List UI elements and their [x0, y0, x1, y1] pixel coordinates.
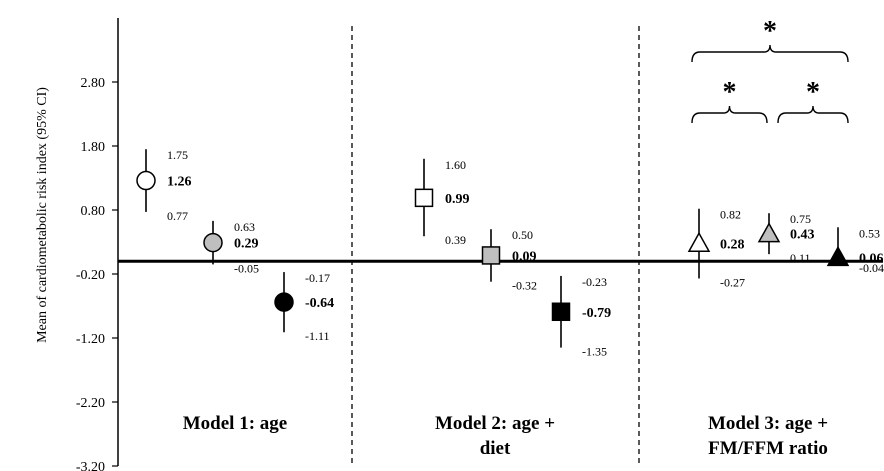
data-point: 0.53 0.06-0.04: [826, 226, 884, 275]
square-marker: [551, 302, 571, 322]
lower-ci-label: -1.35: [582, 345, 607, 359]
significance-bracket: *: [777, 77, 849, 124]
upper-ci-label: 0.75: [790, 212, 811, 226]
data-point: 0.75 0.43 0.11: [757, 212, 815, 265]
y-axis-label: Mean of cardiometabolic risk index (95% …: [35, 87, 50, 343]
data-point: -0.23 -0.79 -1.35: [551, 275, 611, 359]
upper-ci-label: 0.50: [512, 228, 533, 242]
mean-label: 0.09: [512, 249, 537, 264]
mean-label: 0.29: [234, 237, 259, 252]
y-tick-label: 1.80: [81, 140, 106, 155]
upper-ci-label: 0.82: [720, 208, 741, 222]
lower-ci-label: -0.27: [720, 275, 745, 289]
significance-brackets: * * *: [691, 16, 849, 124]
lower-ci-label: 0.39: [445, 233, 466, 247]
significance-bracket: *: [691, 77, 768, 124]
model-labels: Model 1: age Model 2: age + diet Model 3: a…: [183, 413, 828, 459]
mean-label: -0.64: [305, 296, 334, 311]
data-points: 1.75 1.26 0.77 0.63 0.29 -0.05 -0.17 -0.64 -1.11…: [136, 148, 884, 359]
lower-ci-label: 0.11: [790, 251, 811, 265]
triangle-marker: [757, 222, 781, 243]
lower-ci-label: 0.77: [167, 209, 188, 223]
upper-ci-label: -0.17: [305, 271, 330, 285]
significance-bracket: *: [691, 16, 849, 63]
triangle-marker: [826, 245, 850, 267]
y-tick-label: 2.80: [81, 76, 106, 91]
circle-marker: [203, 232, 223, 253]
circle-marker: [274, 292, 294, 312]
mean-label: -0.79: [582, 306, 611, 321]
triangle-marker: [687, 231, 711, 253]
model-dividers: [351, 26, 640, 466]
significance-star: *: [763, 16, 777, 47]
y-axis: 2.80 1.80 0.80 -0.20 -1.20 -2.20 -3.20: [76, 18, 119, 471]
data-point: -0.17 -0.64 -1.11: [274, 271, 334, 343]
mean-label: 1.26: [167, 175, 192, 190]
upper-ci-label: 0.63: [234, 220, 255, 234]
upper-ci-label: 1.60: [445, 158, 466, 172]
mean-label: 0.43: [790, 228, 815, 243]
mean-label: 0.06: [859, 251, 884, 266]
y-tick-label: -3.20: [76, 460, 105, 471]
lower-ci-label: -0.05: [234, 261, 259, 275]
lower-ci-label: -0.04: [859, 261, 884, 275]
significance-star: *: [723, 77, 737, 108]
lower-ci-label: -1.11: [305, 329, 330, 343]
data-point: 0.63 0.29 -0.05: [203, 220, 259, 275]
bracket-path: [691, 105, 768, 124]
upper-ci-label: 0.53: [859, 226, 880, 240]
lower-ci-label: -0.32: [512, 279, 537, 293]
mean-label: 0.28: [720, 237, 745, 252]
y-tick-label: -2.20: [76, 396, 105, 411]
y-tick-label: -1.20: [76, 332, 105, 347]
model-label: Model 3: age +: [708, 413, 828, 434]
upper-ci-label: -0.23: [582, 275, 607, 289]
data-point: 1.75 1.26 0.77: [136, 148, 192, 223]
square-marker: [481, 246, 501, 265]
bracket-path: [691, 44, 849, 63]
data-point: 0.82 0.28 -0.27: [687, 208, 745, 289]
bracket-path: [777, 105, 849, 124]
data-point: 0.50 0.09 -0.32: [481, 228, 537, 293]
significance-star: *: [806, 77, 820, 108]
model-label: Model 2: age +: [435, 413, 555, 434]
model-label: diet: [480, 438, 511, 459]
upper-ci-label: 1.75: [167, 148, 188, 162]
model-label: FM/FFM ratio: [708, 438, 828, 459]
mean-label: 0.99: [445, 192, 470, 207]
model-label: Model 1: age: [183, 413, 287, 434]
square-marker: [414, 188, 434, 208]
circle-marker: [136, 170, 156, 191]
y-tick-label: 0.80: [81, 204, 106, 219]
data-point: 1.60 0.99 0.39: [414, 158, 470, 247]
y-tick-label: -0.20: [76, 268, 105, 283]
